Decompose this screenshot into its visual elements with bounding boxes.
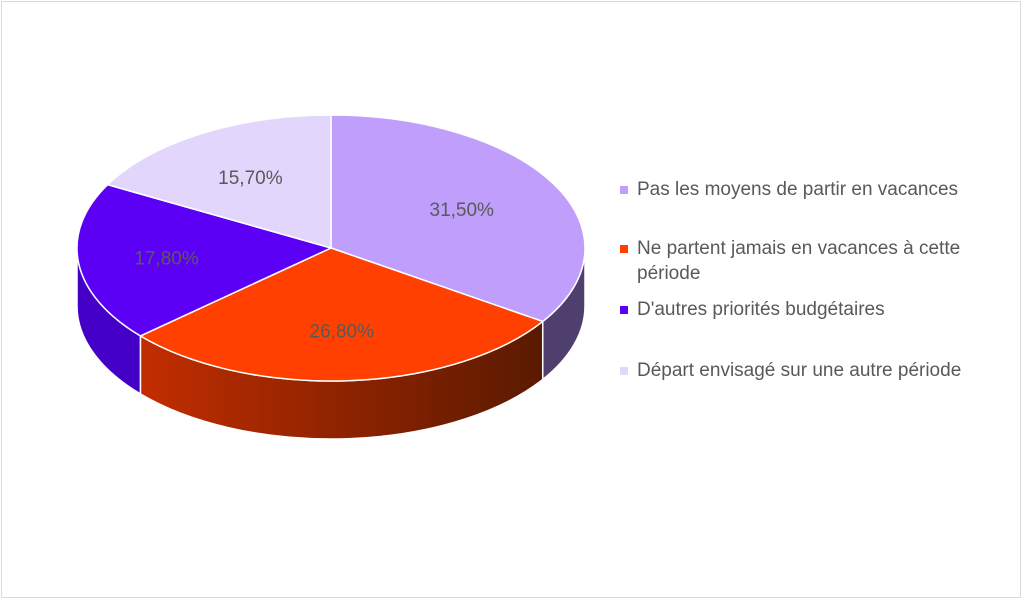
legend-swatch-pas-les-moyens — [620, 186, 628, 194]
legend-item-ne-partent-jamais: Ne partent jamais en vacances à cette pé… — [620, 236, 1015, 286]
legend-label-autre-periode: Départ envisagé sur une autre période — [637, 360, 962, 381]
chart-legend: Pas les moyens de partir en vacances Ne … — [620, 172, 1015, 383]
legend-label-ne-partent-jamais: Ne partent jamais en vacances à cette pé… — [637, 238, 961, 284]
pie-slice-autre-periode — [106, 114, 332, 249]
legend-label-autres-priorites: D'autres priorités budgétaires — [637, 299, 885, 320]
legend-swatch-autres-priorites — [620, 306, 628, 314]
legend-item-autres-priorites: D'autres priorités budgétaires — [620, 297, 1015, 322]
data-label-autres-priorites: 17,80% — [134, 248, 199, 269]
pie-slice-ne-partent-jamais — [139, 247, 544, 382]
legend-item-pas-les-moyens: Pas les moyens de partir en vacances — [620, 177, 1015, 202]
data-label-ne-partent-jamais: 26,80% — [310, 321, 375, 342]
legend-label-pas-les-moyens: Pas les moyens de partir en vacances — [637, 179, 959, 200]
legend-swatch-ne-partent-jamais — [620, 245, 628, 253]
legend-item-autre-periode: Départ envisagé sur une autre période — [620, 358, 1015, 383]
legend-swatch-autre-periode — [620, 367, 628, 375]
pie-slice-autres-priorites — [76, 183, 332, 337]
data-label-autre-periode: 15,70% — [218, 168, 283, 189]
data-label-pas-les-moyens: 31,50% — [430, 200, 495, 221]
